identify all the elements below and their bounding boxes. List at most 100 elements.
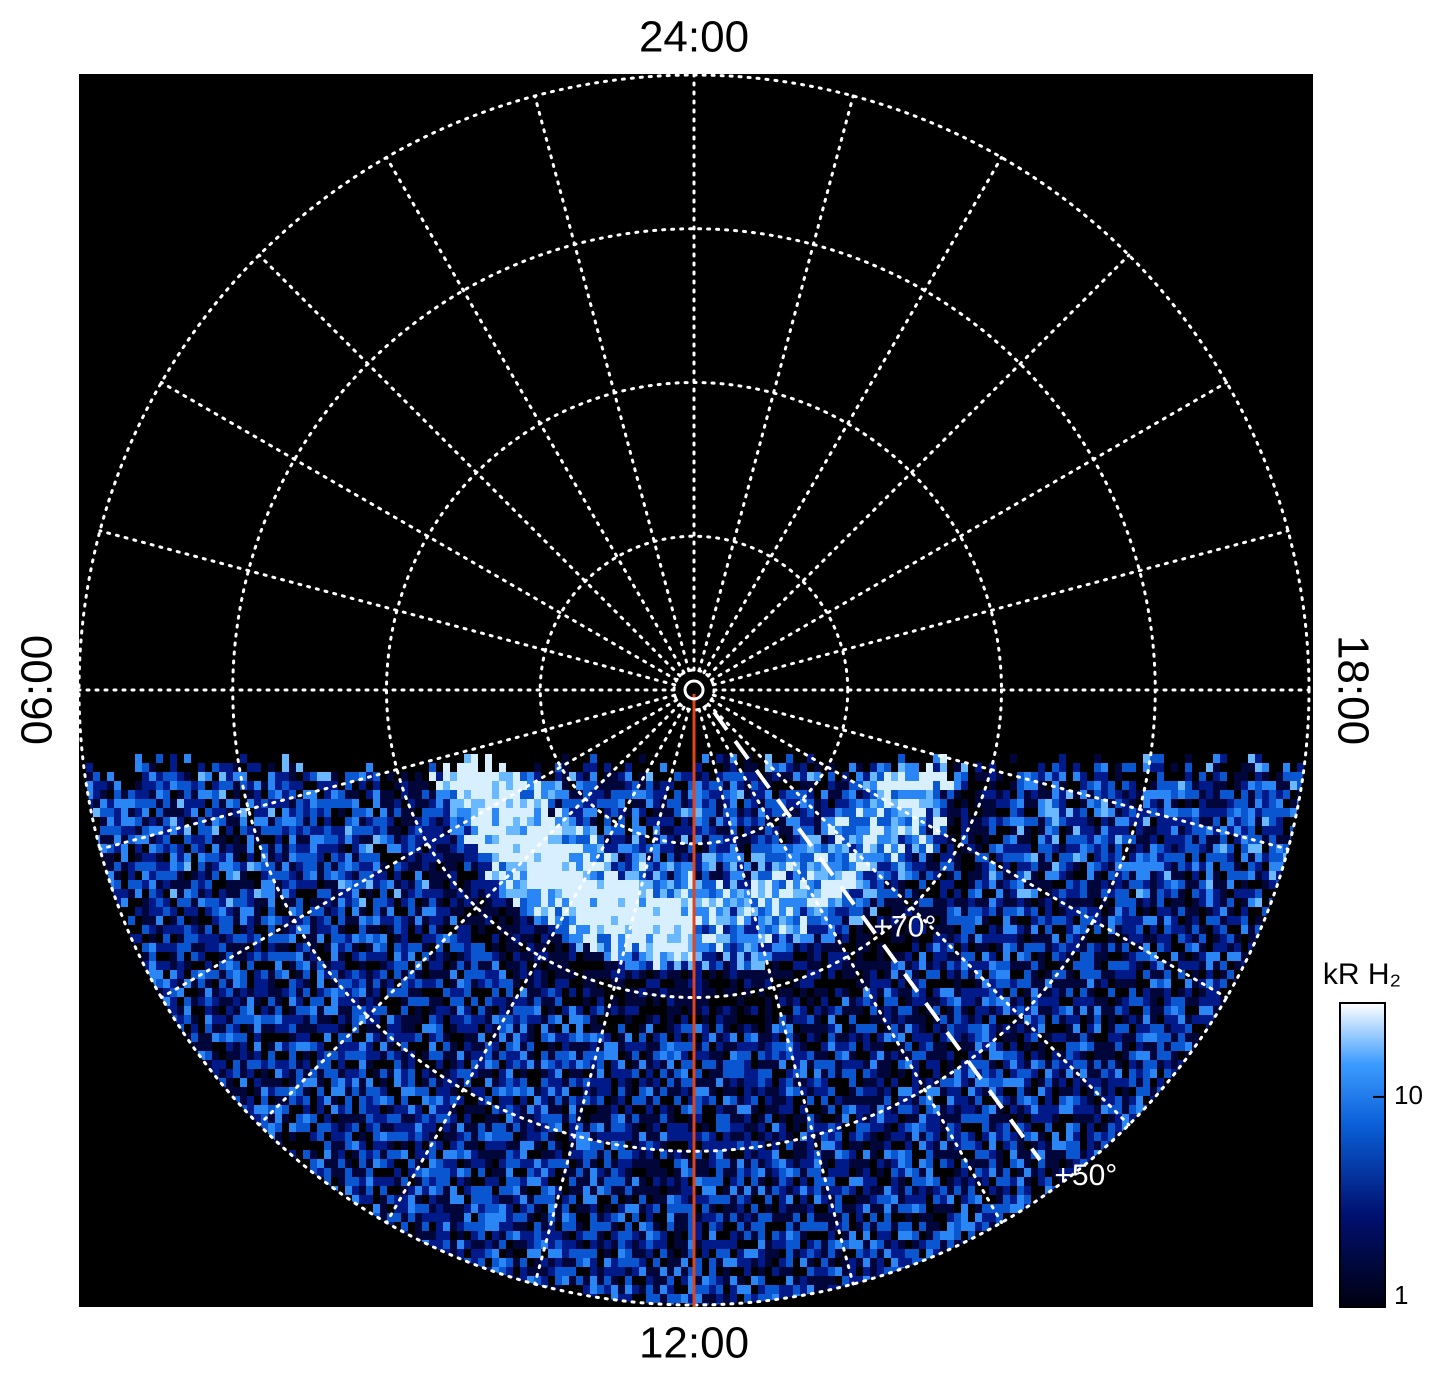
emission-pixel: [401, 1069, 408, 1078]
emission-pixel: [331, 790, 338, 799]
emission-pixel: [226, 916, 233, 925]
emission-pixel: [464, 763, 471, 772]
emission-pixel: [359, 853, 366, 862]
emission-pixel: [401, 1141, 408, 1150]
emission-pixel: [681, 1060, 688, 1069]
emission-pixel: [359, 1114, 366, 1123]
emission-pixel: [807, 925, 814, 934]
emission-pixel: [478, 1051, 485, 1060]
emission-pixel: [618, 1186, 625, 1195]
emission-pixel: [359, 1105, 366, 1114]
emission-pixel: [695, 790, 702, 799]
emission-pixel: [597, 988, 604, 997]
emission-pixel: [478, 907, 485, 916]
emission-pixel: [366, 1186, 373, 1195]
emission-pixel: [569, 1096, 576, 1105]
emission-pixel: [639, 925, 646, 934]
emission-pixel: [912, 1195, 919, 1204]
emission-pixel: [688, 898, 695, 907]
emission-pixel: [856, 790, 863, 799]
emission-pixel: [86, 763, 93, 772]
emission-pixel: [772, 1159, 779, 1168]
emission-pixel: [905, 781, 912, 790]
emission-pixel: [730, 952, 737, 961]
emission-pixel: [436, 1195, 443, 1204]
emission-pixel: [765, 817, 772, 826]
emission-pixel: [478, 1204, 485, 1213]
emission-pixel: [912, 1078, 919, 1087]
emission-pixel: [513, 1159, 520, 1168]
emission-pixel: [856, 871, 863, 880]
emission-pixel: [408, 1132, 415, 1141]
emission-pixel: [380, 898, 387, 907]
emission-pixel: [282, 754, 289, 763]
emission-pixel: [674, 988, 681, 997]
emission-pixel: [597, 1186, 604, 1195]
emission-pixel: [541, 826, 548, 835]
emission-pixel: [891, 1159, 898, 1168]
emission-pixel: [317, 844, 324, 853]
emission-pixel: [744, 1069, 751, 1078]
emission-pixel: [758, 943, 765, 952]
emission-pixel: [506, 1051, 513, 1060]
emission-pixel: [674, 907, 681, 916]
emission-pixel: [457, 853, 464, 862]
emission-pixel: [716, 772, 723, 781]
emission-pixel: [765, 1033, 772, 1042]
emission-pixel: [730, 826, 737, 835]
emission-pixel: [870, 1195, 877, 1204]
emission-pixel: [709, 817, 716, 826]
emission-pixel: [800, 772, 807, 781]
emission-pixel: [534, 1060, 541, 1069]
emission-pixel: [793, 1078, 800, 1087]
emission-pixel: [863, 781, 870, 790]
emission-pixel: [436, 1033, 443, 1042]
emission-pixel: [758, 1078, 765, 1087]
emission-pixel: [877, 1222, 884, 1231]
emission-pixel: [366, 979, 373, 988]
emission-pixel: [415, 1006, 422, 1015]
emission-pixel: [667, 1123, 674, 1132]
emission-pixel: [660, 844, 667, 853]
emission-pixel: [604, 1087, 611, 1096]
emission-pixel: [786, 1267, 793, 1276]
emission-pixel: [590, 1150, 597, 1159]
emission-pixel: [555, 1096, 562, 1105]
emission-pixel: [765, 1294, 772, 1303]
emission-pixel: [807, 1240, 814, 1249]
emission-pixel: [639, 1258, 646, 1267]
emission-pixel: [618, 1231, 625, 1240]
emission-pixel: [464, 1168, 471, 1177]
emission-pixel: [541, 1096, 548, 1105]
emission-pixel: [527, 1105, 534, 1114]
emission-pixel: [429, 907, 436, 916]
emission-pixel: [821, 1024, 828, 1033]
emission-pixel: [639, 1177, 646, 1186]
emission-pixel: [695, 1177, 702, 1186]
emission-pixel: [772, 907, 779, 916]
emission-pixel: [212, 1024, 219, 1033]
emission-pixel: [366, 1177, 373, 1186]
emission-pixel: [604, 1240, 611, 1249]
emission-pixel: [912, 1177, 919, 1186]
emission-pixel: [415, 1015, 422, 1024]
emission-pixel: [744, 943, 751, 952]
emission-pixel: [422, 898, 429, 907]
emission-pixel: [765, 1186, 772, 1195]
emission-pixel: [800, 898, 807, 907]
emission-pixel: [289, 925, 296, 934]
emission-pixel: [177, 925, 184, 934]
emission-pixel: [884, 1132, 891, 1141]
emission-pixel: [331, 943, 338, 952]
emission-pixel: [737, 1096, 744, 1105]
emission-pixel: [765, 1258, 772, 1267]
emission-pixel: [219, 1033, 226, 1042]
emission-pixel: [359, 961, 366, 970]
emission-pixel: [751, 970, 758, 979]
emission-pixel: [205, 1033, 212, 1042]
emission-pixel: [135, 808, 142, 817]
emission-pixel: [765, 1015, 772, 1024]
emission-pixel: [751, 1087, 758, 1096]
emission-pixel: [583, 1060, 590, 1069]
emission-pixel: [331, 889, 338, 898]
